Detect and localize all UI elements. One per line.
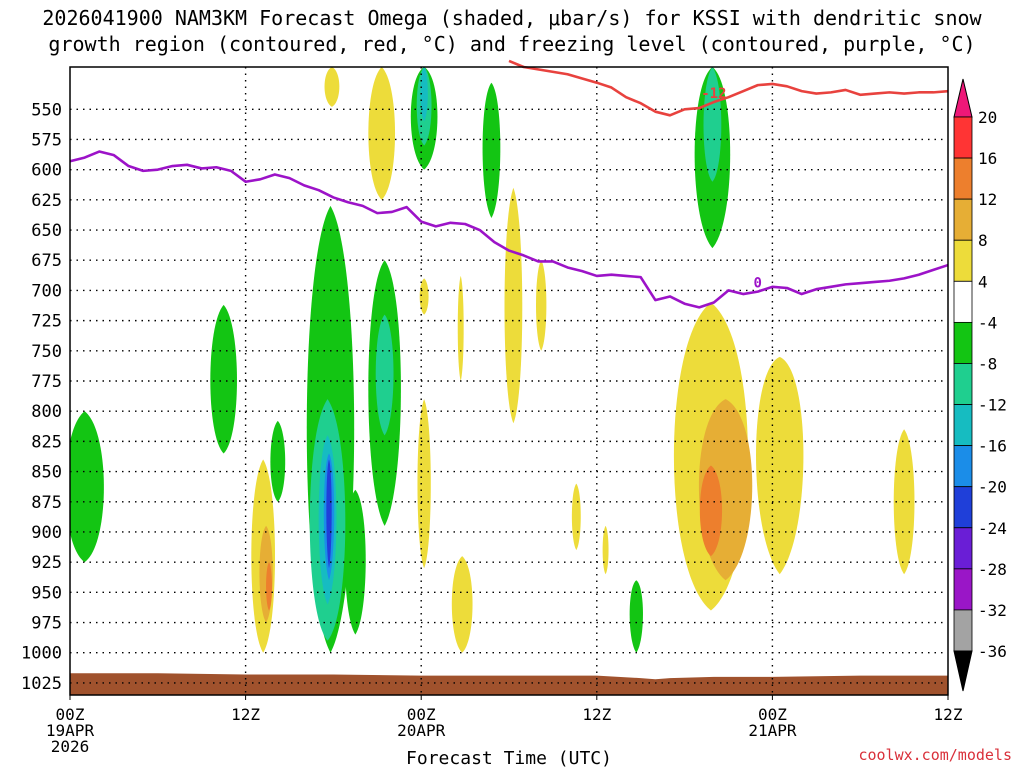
colorbar-swatch-1 (953, 157, 973, 200)
colorbar-swatch-11 (953, 568, 973, 611)
contour-label-0: -12 (701, 86, 726, 102)
y-tick-label: 1000 (21, 644, 62, 664)
omega-region-17 (703, 67, 722, 182)
chart-title-line-2: growth region (contoured, red, °C) and f… (48, 32, 975, 56)
omega-region-2 (270, 420, 286, 502)
colorbar-swatch-2 (953, 198, 973, 241)
x-tick-label: 12Z (934, 705, 963, 724)
colorbar-label: 20 (978, 108, 997, 127)
omega-region-13 (420, 67, 428, 122)
omega-region-14 (482, 82, 501, 218)
colorbar-label: 4 (978, 272, 988, 291)
x-tick-label: 20APR (397, 721, 446, 740)
omega-shading-clipped (70, 67, 915, 653)
x-tick-label: 12Z (582, 705, 611, 724)
omega-region-22 (368, 67, 396, 200)
y-tick-label: 975 (31, 614, 62, 634)
contour-0 (508, 59, 949, 117)
omega-region-29 (571, 483, 581, 551)
x-tick-label: 00Z (407, 705, 436, 724)
colorbar-swatch-5 (953, 321, 973, 364)
omega-region-24 (417, 399, 431, 569)
y-tick-label: 625 (31, 191, 62, 211)
contour-1 (69, 150, 949, 309)
temperature-contours: -12 0 (69, 59, 949, 309)
colorbar-swatch-10 (953, 527, 973, 570)
colorbar-swatch-4 (953, 280, 973, 323)
axes: 550 575 600 625 650 675 700 725 750 775 800 825 850 8… (21, 66, 963, 756)
colorbar-label: -32 (978, 601, 1007, 620)
colorbar-label: -36 (978, 642, 1007, 661)
contour-label-1: 0 (754, 276, 762, 292)
colorbar-bottom-arrow (953, 650, 973, 692)
y-tick-label: 925 (31, 553, 62, 573)
colorbar-swatch-7 (953, 404, 973, 447)
colorbar-label: -16 (978, 437, 1007, 456)
colorbar-label: -4 (978, 313, 997, 332)
colorbar-swatch-3 (953, 239, 973, 282)
x-tick-label: 00Z (758, 705, 787, 724)
credit-text: coolwx.com/models (858, 746, 1012, 764)
x-tick-label: 21APR (748, 721, 797, 740)
omega-region-7 (326, 459, 332, 569)
colorbar-label: -12 (978, 396, 1007, 415)
colorbar-top-arrow (953, 78, 973, 118)
y-tick-label: 575 (31, 130, 62, 150)
omega-region-25 (457, 275, 464, 381)
colorbar-swatch-12 (953, 609, 973, 652)
y-tick-label: 850 (31, 463, 62, 483)
omega-region-35 (893, 429, 915, 575)
y-tick-label: 600 (31, 161, 62, 181)
y-tick-label: 700 (31, 281, 62, 301)
y-tick-label: 775 (31, 372, 62, 392)
colorbar-label: -20 (978, 478, 1007, 497)
x-axis-label: Forecast Time (UTC) (406, 748, 612, 768)
colorbar: 20 16 12 8 4 -4 -8 -12 -16 -20 -24 -28 -32 -36 (953, 78, 1007, 692)
omega-region-1 (210, 304, 237, 454)
x-tick-label: 19APR (46, 721, 95, 740)
colorbar-swatch-6 (953, 363, 973, 405)
y-tick-label: 800 (31, 402, 62, 422)
omega-shading (70, 67, 915, 653)
colorbar-label: 16 (978, 149, 997, 168)
omega-region-34 (699, 465, 723, 557)
omega-region-26 (451, 556, 473, 653)
omega-region-21 (324, 67, 340, 107)
y-tick-label: 900 (31, 523, 62, 543)
y-tick-label: 1025 (21, 674, 62, 694)
omega-region-15 (629, 580, 643, 653)
omega-region-20 (266, 562, 272, 611)
colorbar-label: 12 (978, 190, 997, 209)
omega-region-0 (70, 411, 104, 563)
x-tick-label: 2026 (51, 737, 90, 756)
colorbar-label: -24 (978, 519, 1007, 538)
grid-lines (70, 67, 948, 695)
colorbar-label: 8 (978, 231, 988, 250)
plot-frame (69, 66, 949, 696)
omega-region-28 (536, 260, 547, 351)
x-tick-label: 00Z (56, 705, 85, 724)
y-tick-label: 750 (31, 342, 62, 362)
omega-region-8 (344, 489, 366, 635)
y-tick-label: 875 (31, 493, 62, 513)
y-tick-label: 675 (31, 251, 62, 271)
omega-region-27 (504, 187, 523, 424)
colorbar-label: -28 (978, 560, 1007, 579)
colorbar-swatch-0 (953, 116, 973, 159)
colorbar-label: -8 (978, 354, 997, 373)
y-tick-label: 725 (31, 312, 62, 332)
y-tick-label: 550 (31, 100, 62, 120)
chart-title-line-1: 2026041900 NAM3KM Forecast Omega (shaded… (42, 6, 982, 30)
terrain-layer (70, 673, 948, 695)
colorbar-swatch-9 (953, 486, 973, 529)
y-tick-label: 950 (31, 583, 62, 603)
y-tick-label: 825 (31, 432, 62, 452)
colorbar-swatch-8 (953, 445, 973, 488)
x-tick-label: 12Z (231, 705, 260, 724)
terrain-fill (70, 673, 948, 695)
omega-region-10 (375, 314, 394, 436)
omega-region-23 (419, 278, 429, 315)
y-tick-label: 650 (31, 221, 62, 241)
